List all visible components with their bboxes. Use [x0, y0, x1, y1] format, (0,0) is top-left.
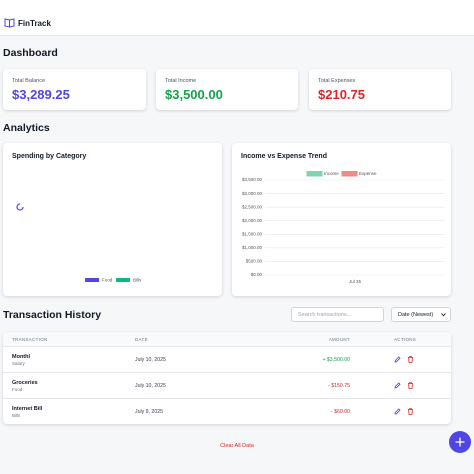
transaction-amount: + $3,500.00 — [322, 357, 350, 363]
edit-button[interactable] — [394, 382, 401, 389]
clear-button[interactable]: Clear All Data — [220, 443, 254, 449]
y-tick-label: $0.00 — [251, 272, 263, 277]
edit-button[interactable] — [394, 408, 401, 415]
summary-card: Total Balance $3,289.25 — [3, 69, 146, 110]
card-value: $210.75 — [318, 87, 365, 102]
y-tick-label: $1,500.00 — [242, 231, 263, 236]
transaction-amount: - $60.00 — [330, 409, 350, 415]
x-tick-label: Jul 25 — [349, 279, 362, 284]
chart: Food Bills — [16, 203, 142, 283]
transaction-name: Monthl — [12, 354, 31, 360]
delete-button[interactable] — [407, 382, 414, 389]
transaction-name: Groceries — [12, 380, 38, 386]
y-tick-label: $2,000.00 — [242, 218, 263, 223]
transaction-category: Food — [12, 387, 23, 392]
app-name: FinTrack — [18, 19, 51, 28]
loading-ring — [16, 203, 24, 211]
card-label: Total Expenses — [318, 78, 356, 84]
chart-card: Income vs Expense Trend Income Expense $0.… — [232, 143, 451, 296]
legend-label: Food — [102, 278, 113, 283]
add-button[interactable] — [449, 431, 471, 453]
edit-button[interactable] — [394, 356, 401, 363]
card-value: $3,500.00 — [165, 87, 223, 102]
summary-card: Total Expenses $210.75 — [309, 69, 451, 110]
delete-button[interactable] — [407, 408, 414, 415]
delete-button[interactable] — [407, 356, 414, 363]
table-row: Monthl Salary July 10, 2025 + $3,500.00 — [3, 346, 451, 372]
y-tick-label: $500.00 — [246, 259, 263, 264]
card-value: $3,289.25 — [12, 87, 70, 102]
table-header — [3, 332, 451, 346]
transaction-table: TRANSACTION DATE AMOUNT ACTIONS Monthl Sa… — [3, 332, 451, 424]
legend-label: Expense — [359, 171, 377, 176]
column-header: DATE — [135, 337, 148, 342]
legend-swatch — [341, 171, 358, 177]
transaction-name: Internet Bill — [12, 406, 43, 412]
transaction-date: July 10, 2025 — [135, 383, 166, 389]
chart-title: Income vs Expense Trend — [241, 153, 327, 160]
legend-swatch — [85, 278, 99, 282]
sort-value: Date (Newest) — [398, 312, 434, 318]
logo-icon — [4, 18, 15, 28]
column-header: AMOUNT — [328, 337, 350, 342]
y-tick-label: $1,000.00 — [242, 245, 263, 250]
legend-swatch — [306, 171, 323, 177]
transaction-date: July 10, 2025 — [135, 357, 166, 363]
table-row: Internet Bill Bills July 9, 2025 - $60.00 — [3, 398, 451, 424]
y-tick-label: $3,000.00 — [242, 191, 263, 196]
header: FinTrack — [0, 0, 474, 36]
chevron — [441, 313, 446, 317]
transaction-category: Bills — [12, 413, 21, 418]
column-header: TRANSACTION — [12, 337, 48, 342]
transaction-category: Salary — [12, 361, 25, 366]
transaction-amount: - $150.75 — [328, 383, 350, 389]
legend-label: Income — [324, 171, 339, 176]
card-label: Total Income — [165, 78, 197, 84]
section-title: Dashboard — [3, 47, 58, 59]
transaction-date: July 9, 2025 — [135, 409, 163, 415]
summary-card: Total Income $3,500.00 — [156, 69, 298, 110]
sort-select[interactable]: Date (Newest) — [391, 307, 451, 322]
section-title: Transaction History — [3, 309, 102, 321]
card-label: Total Balance — [12, 78, 46, 84]
legend-swatch — [116, 278, 130, 282]
column-header: ACTIONS — [394, 337, 417, 342]
chart-card: Spending by Category Food Bills — [3, 143, 222, 296]
section-title: Analytics — [3, 122, 50, 134]
y-tick-label: $2,500.00 — [242, 204, 263, 209]
table-row: Groceries Food July 10, 2025 - $150.75 — [3, 372, 451, 398]
y-tick-label: $3,500.00 — [242, 177, 263, 182]
chart-title: Spending by Category — [12, 153, 87, 160]
legend-label: Bills — [133, 278, 142, 283]
search-input[interactable]: Search transactions... — [291, 307, 384, 322]
chart: Income Expense $0.00 $500.00 $1,000.00 $1,500… — [242, 171, 445, 284]
